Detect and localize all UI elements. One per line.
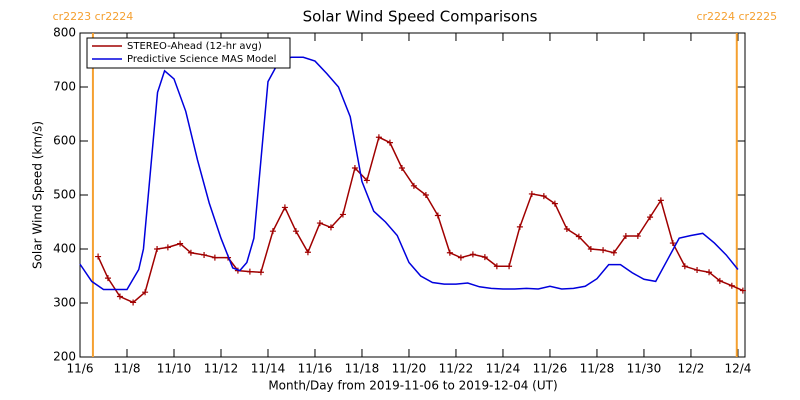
y-tick-label: 200 [53,350,76,364]
data-point [187,249,194,256]
data-point [469,251,476,258]
data-point [142,289,149,296]
data-point [211,254,218,261]
x-tick-label: 11/12 [204,362,239,376]
x-tick-label: 12/4 [724,362,751,376]
data-point [257,269,264,276]
x-tick-label: 12/2 [677,362,704,376]
data-point [398,165,405,171]
data-point [587,246,594,252]
y-tick-label: 600 [53,134,76,148]
data-point [177,240,184,247]
y-tick-label: 700 [53,80,76,94]
data-point [351,165,358,171]
data-point [164,244,171,251]
data-point [634,233,641,240]
data-point [446,249,453,256]
legend-label: STEREO-Ahead (12-hr avg) [127,41,262,52]
data-point [728,282,735,289]
data-point [563,226,570,233]
x-tick-label: 11/18 [345,362,380,376]
x-tick-label: 11/20 [392,362,427,376]
data-point [422,192,429,198]
data-point [540,193,547,200]
data-point [363,177,370,184]
chart-title: Solar Wind Speed Comparisons [303,8,538,26]
data-point [375,134,382,141]
data-point [669,240,676,247]
x-tick-label: 11/28 [580,362,615,376]
data-point [154,246,161,252]
data-point [706,269,713,276]
cr-label: cr2224 cr2225 [696,10,777,23]
x-tick-label: 11/6 [67,362,94,376]
data-point [457,254,464,261]
y-tick-label: 400 [53,242,76,256]
x-axis-label: Month/Day from 2019-11-06 to 2019-12-04 … [268,379,557,393]
data-point [600,247,607,254]
data-point [716,277,723,284]
x-tick-label: 11/8 [114,362,141,376]
data-point [551,200,558,207]
data-point [610,249,617,256]
legend-label: Predictive Science MAS Model [127,54,276,65]
data-point [246,268,253,275]
x-tick-label: 11/22 [439,362,474,376]
data-point [281,204,288,211]
data-point [130,299,137,306]
cr-label: cr2223 cr2224 [53,10,134,23]
data-point [575,233,582,240]
data-point [694,267,701,274]
data-point [410,182,417,189]
data-point [327,224,334,231]
data-point [386,139,393,146]
data-point [622,233,629,240]
data-point [316,220,323,227]
data-point [95,253,102,260]
series-line [79,56,739,291]
y-axis-label: Solar Wind Speed (km/s) [31,121,45,269]
data-point [739,287,746,294]
data-point [434,212,441,219]
data-point [339,211,346,218]
y-tick-label: 300 [53,296,76,310]
x-tick-label: 11/24 [486,362,521,376]
data-point [681,263,688,270]
data-point [506,263,513,270]
data-point [304,249,311,256]
x-tick-label: 11/30 [627,362,662,376]
y-tick-label: 800 [53,26,76,40]
data-point [116,293,123,300]
x-tick-label: 11/16 [298,362,333,376]
data-point [647,214,654,221]
data-point [269,228,276,235]
y-tick-label: 500 [53,188,76,202]
x-tick-label: 11/10 [157,362,192,376]
data-point [481,254,488,261]
data-point [657,197,664,204]
data-point [516,223,523,230]
legend-box [86,37,291,69]
data-point [528,190,535,197]
x-tick-label: 11/14 [251,362,286,376]
x-tick-label: 11/26 [533,362,568,376]
data-point [201,251,208,258]
data-point [493,263,500,270]
data-point [292,228,299,235]
data-point [104,275,111,282]
